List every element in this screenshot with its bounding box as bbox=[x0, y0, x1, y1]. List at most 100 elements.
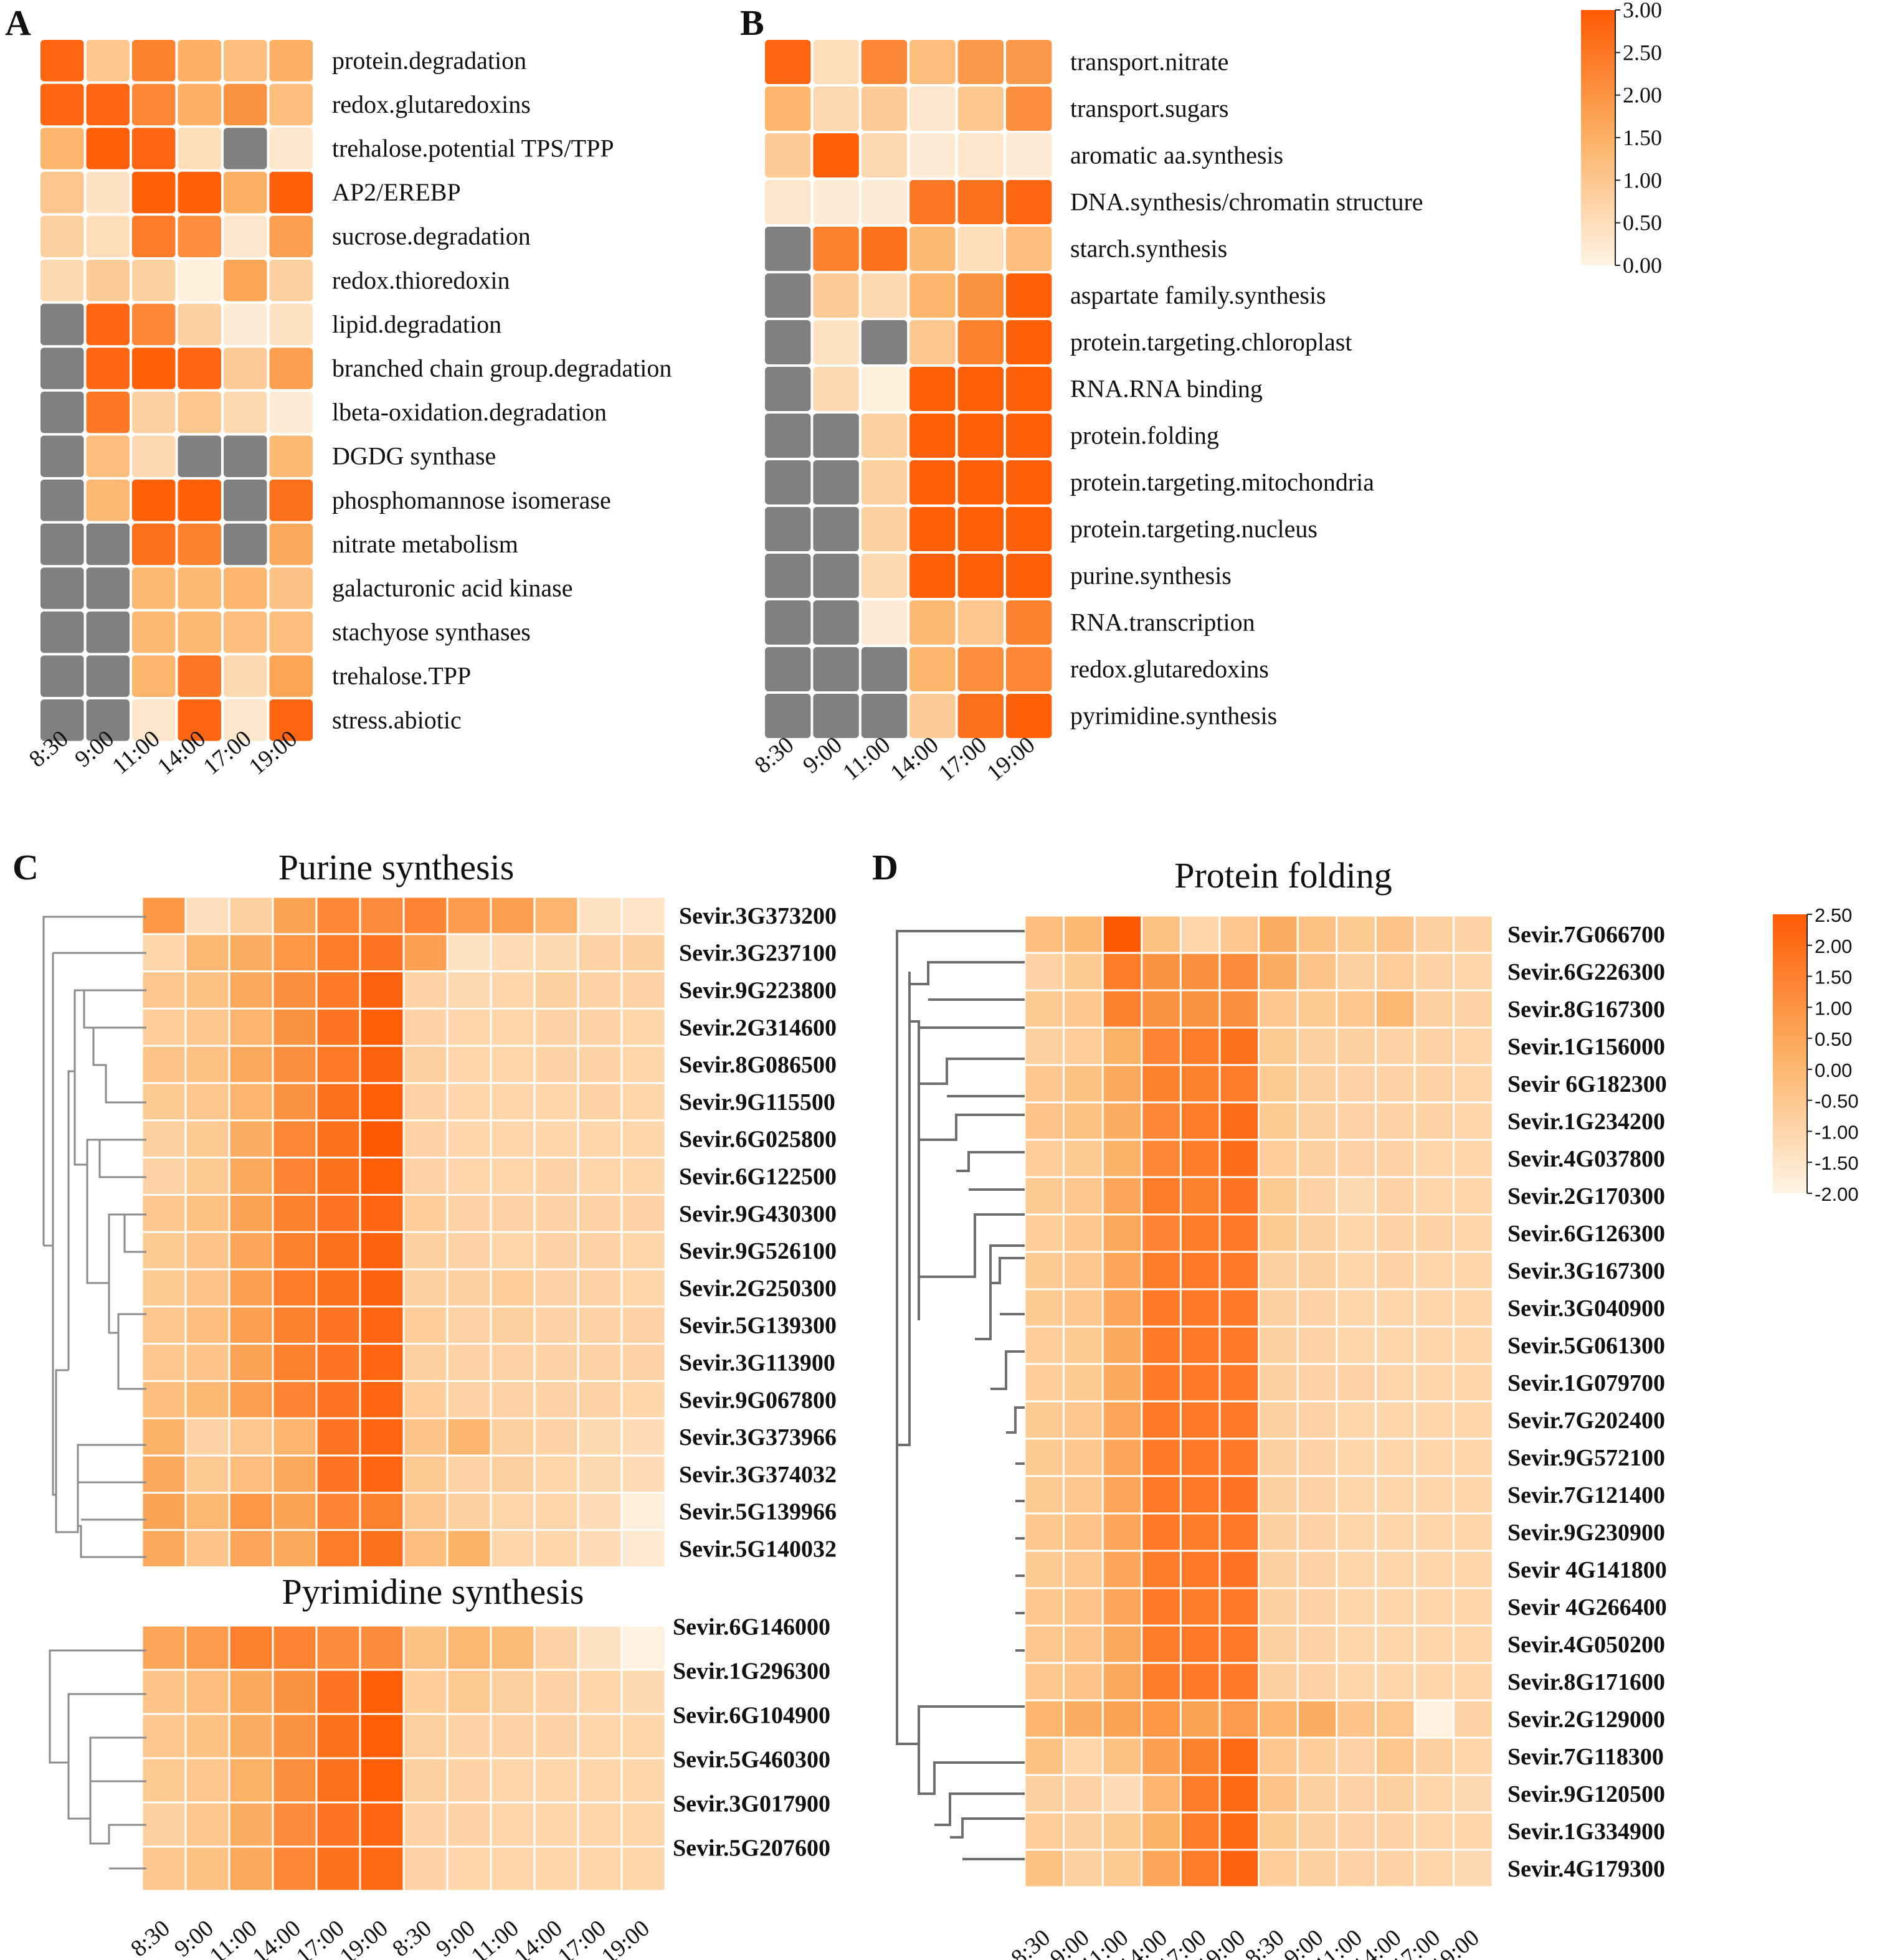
protein-folding-cell-5-5 bbox=[1220, 1103, 1258, 1139]
purine-cell-17-10 bbox=[579, 1531, 621, 1566]
pyrimidine-row-label-sevir-3g017900: Sevir.3G017900 bbox=[673, 1791, 830, 1817]
protein-folding-row-label-sevir-4g141800: Sevir 4G141800 bbox=[1507, 1557, 1667, 1583]
b-cell-10-4 bbox=[957, 507, 1004, 551]
protein-folding-cell-18-3 bbox=[1142, 1589, 1180, 1625]
b-cell-5-3 bbox=[909, 273, 956, 318]
purine-cell-13-4 bbox=[317, 1381, 359, 1418]
protein-folding-cell-23-9 bbox=[1376, 1776, 1414, 1812]
a-cell-4-4 bbox=[224, 215, 267, 257]
protein-folding-cell-13-2 bbox=[1103, 1402, 1141, 1438]
protein-folding-cell-1-11 bbox=[1455, 954, 1492, 990]
protein-folding-cell-12-1 bbox=[1065, 1365, 1102, 1401]
purine-cell-0-9 bbox=[535, 897, 577, 934]
purine-cell-11-5 bbox=[361, 1307, 403, 1343]
protein-folding-cell-2-5 bbox=[1220, 991, 1258, 1027]
a-cell-8-2 bbox=[132, 391, 176, 433]
purine-cell-14-1 bbox=[186, 1419, 229, 1455]
protein-folding-cell-24-0 bbox=[1025, 1813, 1063, 1849]
purine-row-label-sevir-5g139300: Sevir.5G139300 bbox=[679, 1313, 837, 1339]
protein-folding-cell-0-2 bbox=[1103, 916, 1141, 952]
protein-folding-cell-15-8 bbox=[1337, 1477, 1375, 1513]
purine-cell-3-10 bbox=[579, 1009, 621, 1045]
panel-a-heatmap: protein.degradation redox.glutaredoxins tr… bbox=[24, 40, 672, 780]
protein-folding-cell-3-2 bbox=[1103, 1028, 1141, 1064]
b-cell-14-3 bbox=[909, 694, 956, 738]
purine-cell-11-8 bbox=[491, 1307, 534, 1343]
a-cell-15-3 bbox=[178, 699, 221, 741]
protein-folding-cell-17-0 bbox=[1025, 1551, 1063, 1588]
protein-folding-row-label-sevir-3g040900: Sevir.3G040900 bbox=[1507, 1295, 1665, 1322]
purine-cell-2-8 bbox=[491, 972, 534, 1008]
protein-folding-cell-6-0 bbox=[1025, 1140, 1063, 1176]
protein-folding-cell-11-4 bbox=[1181, 1327, 1219, 1363]
protein-folding-cell-16-10 bbox=[1415, 1514, 1453, 1550]
a-row-label-lipid-degradation: lipid.degradation bbox=[332, 310, 501, 338]
purine-cell-3-7 bbox=[448, 1009, 490, 1045]
a-cell-15-2 bbox=[132, 699, 176, 741]
pyrimidine-cell-3-4 bbox=[317, 1759, 359, 1802]
protein-folding-cell-3-6 bbox=[1260, 1028, 1297, 1064]
purine-cell-14-2 bbox=[230, 1419, 272, 1455]
purine-cell-13-2 bbox=[230, 1381, 272, 1418]
b-cell-7-1 bbox=[813, 367, 859, 411]
purine-cell-6-6 bbox=[404, 1121, 447, 1157]
a-cell-11-1 bbox=[86, 523, 130, 566]
protein-folding-cell-9-10 bbox=[1415, 1252, 1453, 1289]
protein-folding-cell-17-4 bbox=[1181, 1551, 1219, 1588]
protein-folding-row-label-sevir-7g066700: Sevir.7G066700 bbox=[1507, 922, 1665, 948]
purine-cell-0-7 bbox=[448, 897, 490, 934]
protein-folding-cell-24-4 bbox=[1181, 1813, 1219, 1849]
pyrimidine-cell-1-5 bbox=[361, 1670, 403, 1713]
b-cell-6-5 bbox=[1006, 320, 1052, 364]
protein-folding-cell-8-2 bbox=[1103, 1215, 1141, 1251]
a-cell-2-5 bbox=[269, 128, 313, 169]
b-cell-1-3 bbox=[909, 87, 956, 131]
purine-cell-3-8 bbox=[491, 1009, 534, 1045]
protein-folding-cell-8-7 bbox=[1298, 1215, 1336, 1251]
a-cell-0-5 bbox=[269, 40, 313, 82]
pyrimidine-cell-0-9 bbox=[535, 1626, 577, 1669]
protein-folding-cell-7-2 bbox=[1103, 1178, 1141, 1214]
pyrimidine-cell-2-4 bbox=[317, 1715, 359, 1758]
purine-cell-13-5 bbox=[361, 1381, 403, 1418]
pyrimidine-cell-5-8 bbox=[491, 1847, 534, 1890]
protein-folding-cell-4-10 bbox=[1415, 1066, 1453, 1102]
a-cell-9-4 bbox=[224, 435, 267, 477]
b-cell-4-0 bbox=[765, 227, 811, 271]
protein-folding-cell-0-11 bbox=[1455, 916, 1492, 952]
protein-folding-cell-8-9 bbox=[1376, 1215, 1414, 1251]
protein-folding-cell-22-7 bbox=[1298, 1738, 1336, 1774]
protein-folding-cell-12-6 bbox=[1260, 1365, 1297, 1401]
purine-cell-1-6 bbox=[404, 935, 447, 971]
pyrimidine-cell-0-10 bbox=[579, 1626, 621, 1669]
purine-cell-0-6 bbox=[404, 897, 447, 934]
purine-cell-11-9 bbox=[535, 1307, 577, 1343]
purine-cell-3-2 bbox=[230, 1009, 272, 1045]
b-cell-0-4 bbox=[957, 40, 1004, 84]
pyrimidine-cell-3-0 bbox=[143, 1759, 185, 1802]
pyrimidine-cell-3-9 bbox=[535, 1759, 577, 1802]
protein-folding-cell-14-4 bbox=[1181, 1439, 1219, 1475]
protein-folding-cell-19-10 bbox=[1415, 1626, 1453, 1662]
protein-folding-cell-25-0 bbox=[1025, 1850, 1063, 1887]
b-colorbar-label-0: 3.00 bbox=[1623, 0, 1662, 22]
purine-cell-6-2 bbox=[230, 1121, 272, 1157]
protein-folding-cell-16-1 bbox=[1065, 1514, 1102, 1550]
b-row-label-purine-synthesis: purine.synthesis bbox=[1070, 562, 1232, 590]
purine-cell-9-8 bbox=[491, 1233, 534, 1269]
b-cell-3-1 bbox=[813, 180, 859, 224]
pyrimidine-cell-2-7 bbox=[448, 1715, 490, 1758]
protein-folding-cell-17-7 bbox=[1298, 1551, 1336, 1588]
protein-folding-cell-8-8 bbox=[1337, 1215, 1375, 1251]
protein-folding-cell-4-3 bbox=[1142, 1066, 1180, 1102]
a-cell-12-5 bbox=[269, 567, 313, 609]
purine-cell-14-7 bbox=[448, 1419, 490, 1455]
purine-cell-6-11 bbox=[622, 1121, 665, 1157]
purine-cell-17-6 bbox=[404, 1531, 447, 1566]
protein-folding-cell-3-1 bbox=[1065, 1028, 1102, 1064]
a-cell-10-4 bbox=[224, 480, 267, 521]
a-cell-4-3 bbox=[178, 215, 221, 257]
purine-cell-6-5 bbox=[361, 1121, 403, 1157]
protein-folding-cell-20-6 bbox=[1260, 1664, 1297, 1700]
a-cell-9-5 bbox=[269, 435, 313, 477]
